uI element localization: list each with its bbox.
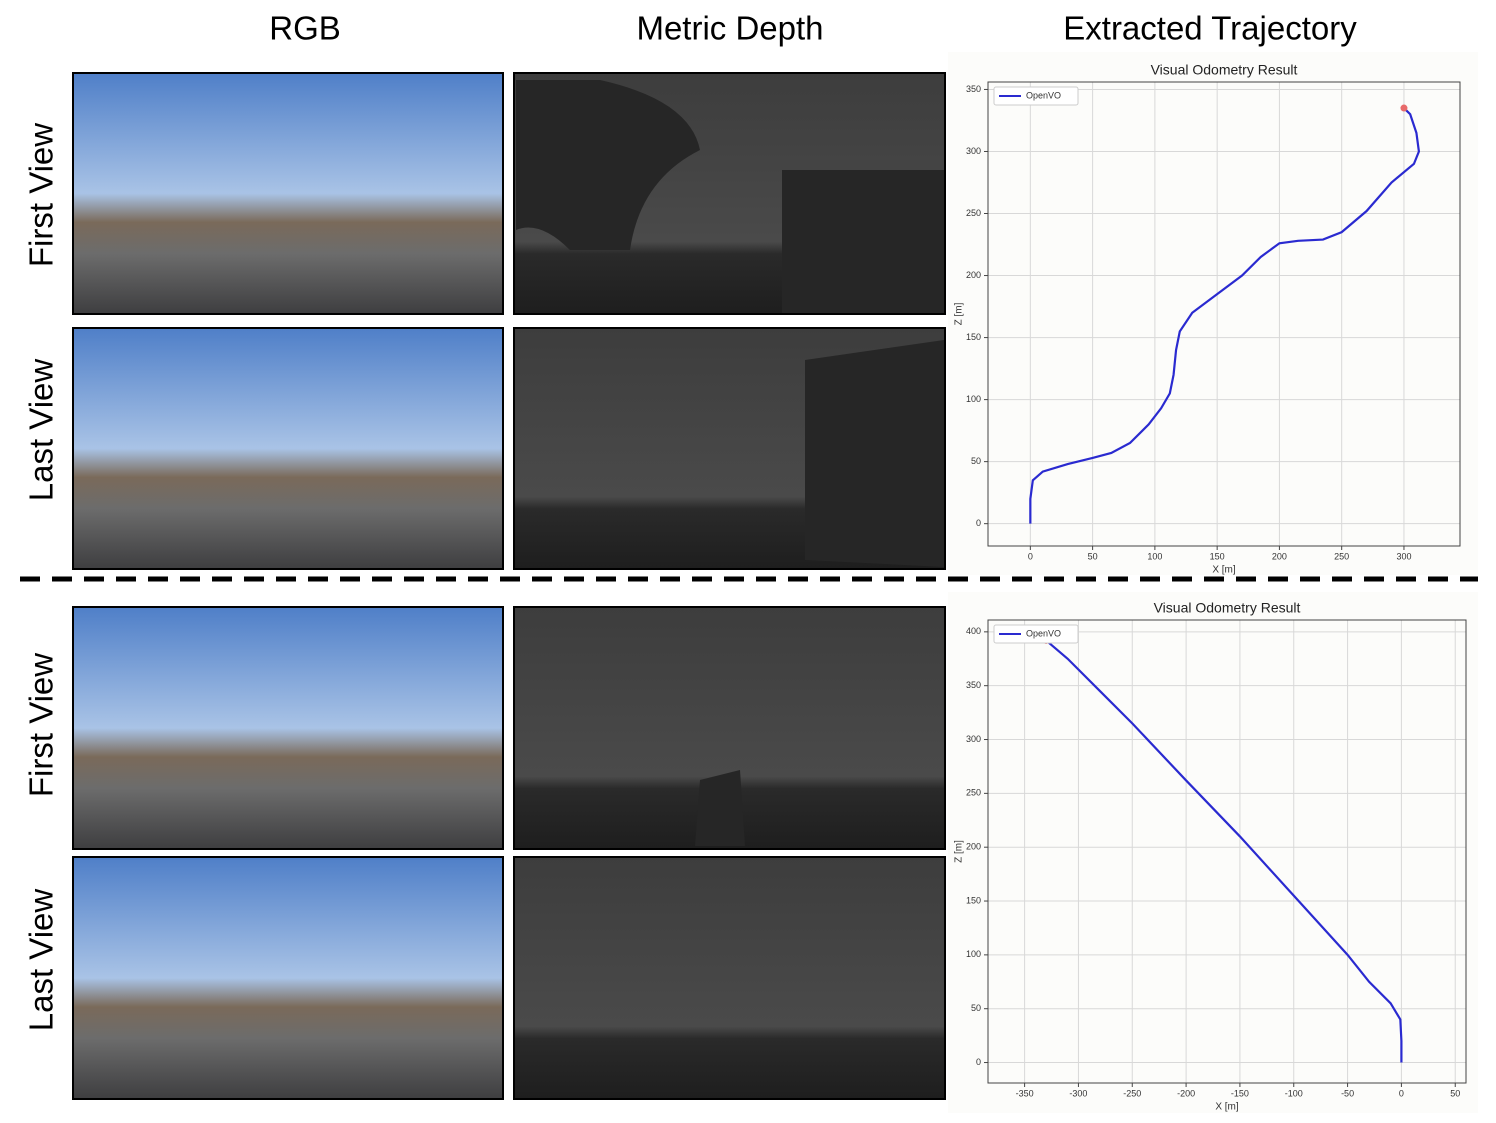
y-tick-label: 350 <box>966 680 981 690</box>
end-point <box>1400 104 1408 112</box>
silhouette <box>695 770 745 846</box>
column-header: RGB <box>269 10 341 47</box>
y-axis-label: Z [m] <box>954 840 965 863</box>
y-tick-label: 50 <box>971 1003 981 1013</box>
x-tick-label: -250 <box>1123 1088 1141 1098</box>
x-tick-label: -100 <box>1285 1088 1303 1098</box>
y-tick-label: 250 <box>966 788 981 798</box>
x-tick-label: 250 <box>1334 551 1349 561</box>
rgb-image <box>72 327 504 570</box>
chart-panel <box>948 592 1478 1113</box>
x-axis-label: X [m] <box>1212 565 1236 576</box>
x-tick-label: 300 <box>1396 551 1411 561</box>
column-header: Metric Depth <box>636 10 823 47</box>
legend-box <box>993 86 1079 106</box>
y-tick-label: 0 <box>976 518 981 528</box>
y-tick-label: 400 <box>966 626 981 636</box>
y-tick-label: 350 <box>966 84 981 94</box>
depth-image <box>513 856 946 1100</box>
plot-frame <box>987 619 1467 1084</box>
y-tick-label: 100 <box>966 394 981 404</box>
x-tick-label: 0 <box>1028 551 1033 561</box>
plot-frame <box>987 81 1461 547</box>
column-header: Extracted Trajectory <box>1063 10 1357 47</box>
y-axis-label: Z [m] <box>954 302 965 325</box>
rgb-image <box>72 72 504 315</box>
y-tick-label: 100 <box>966 949 981 959</box>
y-tick-label: 300 <box>966 734 981 744</box>
chart-title: Visual Odometry Result <box>1154 600 1301 616</box>
y-tick-label: 150 <box>966 332 981 342</box>
x-tick-label: 0 <box>1399 1088 1404 1098</box>
legend-label: OpenVO <box>1026 628 1061 638</box>
trajectory-line <box>1045 639 1403 1063</box>
legend-box <box>993 624 1079 644</box>
x-axis-label: X [m] <box>1215 1102 1239 1113</box>
trajectory-line <box>1029 107 1421 524</box>
x-tick-label: 100 <box>1147 551 1162 561</box>
rgb-image <box>72 606 504 850</box>
row-label: First View <box>23 123 60 267</box>
silhouette <box>805 340 944 567</box>
depth-silhouettes <box>516 80 944 846</box>
row-label: Last View <box>23 889 60 1032</box>
x-tick-label: -150 <box>1231 1088 1249 1098</box>
y-tick-label: 200 <box>966 842 981 852</box>
x-tick-label: 150 <box>1210 551 1225 561</box>
y-tick-label: 250 <box>966 208 981 218</box>
silhouette <box>782 170 944 313</box>
row-label: Last View <box>23 359 60 502</box>
x-tick-label: 200 <box>1272 551 1287 561</box>
chart-panel <box>948 52 1478 575</box>
row-label: First View <box>23 653 60 797</box>
rgb-image <box>72 856 504 1100</box>
x-tick-label: -300 <box>1069 1088 1087 1098</box>
x-tick-label: -50 <box>1341 1088 1354 1098</box>
x-tick-label: -350 <box>1016 1088 1034 1098</box>
y-tick-label: 200 <box>966 270 981 280</box>
legend-label: OpenVO <box>1026 90 1061 100</box>
x-tick-label: 50 <box>1088 551 1098 561</box>
chart-title: Visual Odometry Result <box>1151 62 1298 78</box>
y-tick-label: 0 <box>976 1057 981 1067</box>
x-tick-label: 50 <box>1450 1088 1460 1098</box>
x-tick-label: -200 <box>1177 1088 1195 1098</box>
y-tick-label: 50 <box>971 456 981 466</box>
y-tick-label: 150 <box>966 895 981 905</box>
y-tick-label: 300 <box>966 146 981 156</box>
silhouette <box>516 80 700 250</box>
